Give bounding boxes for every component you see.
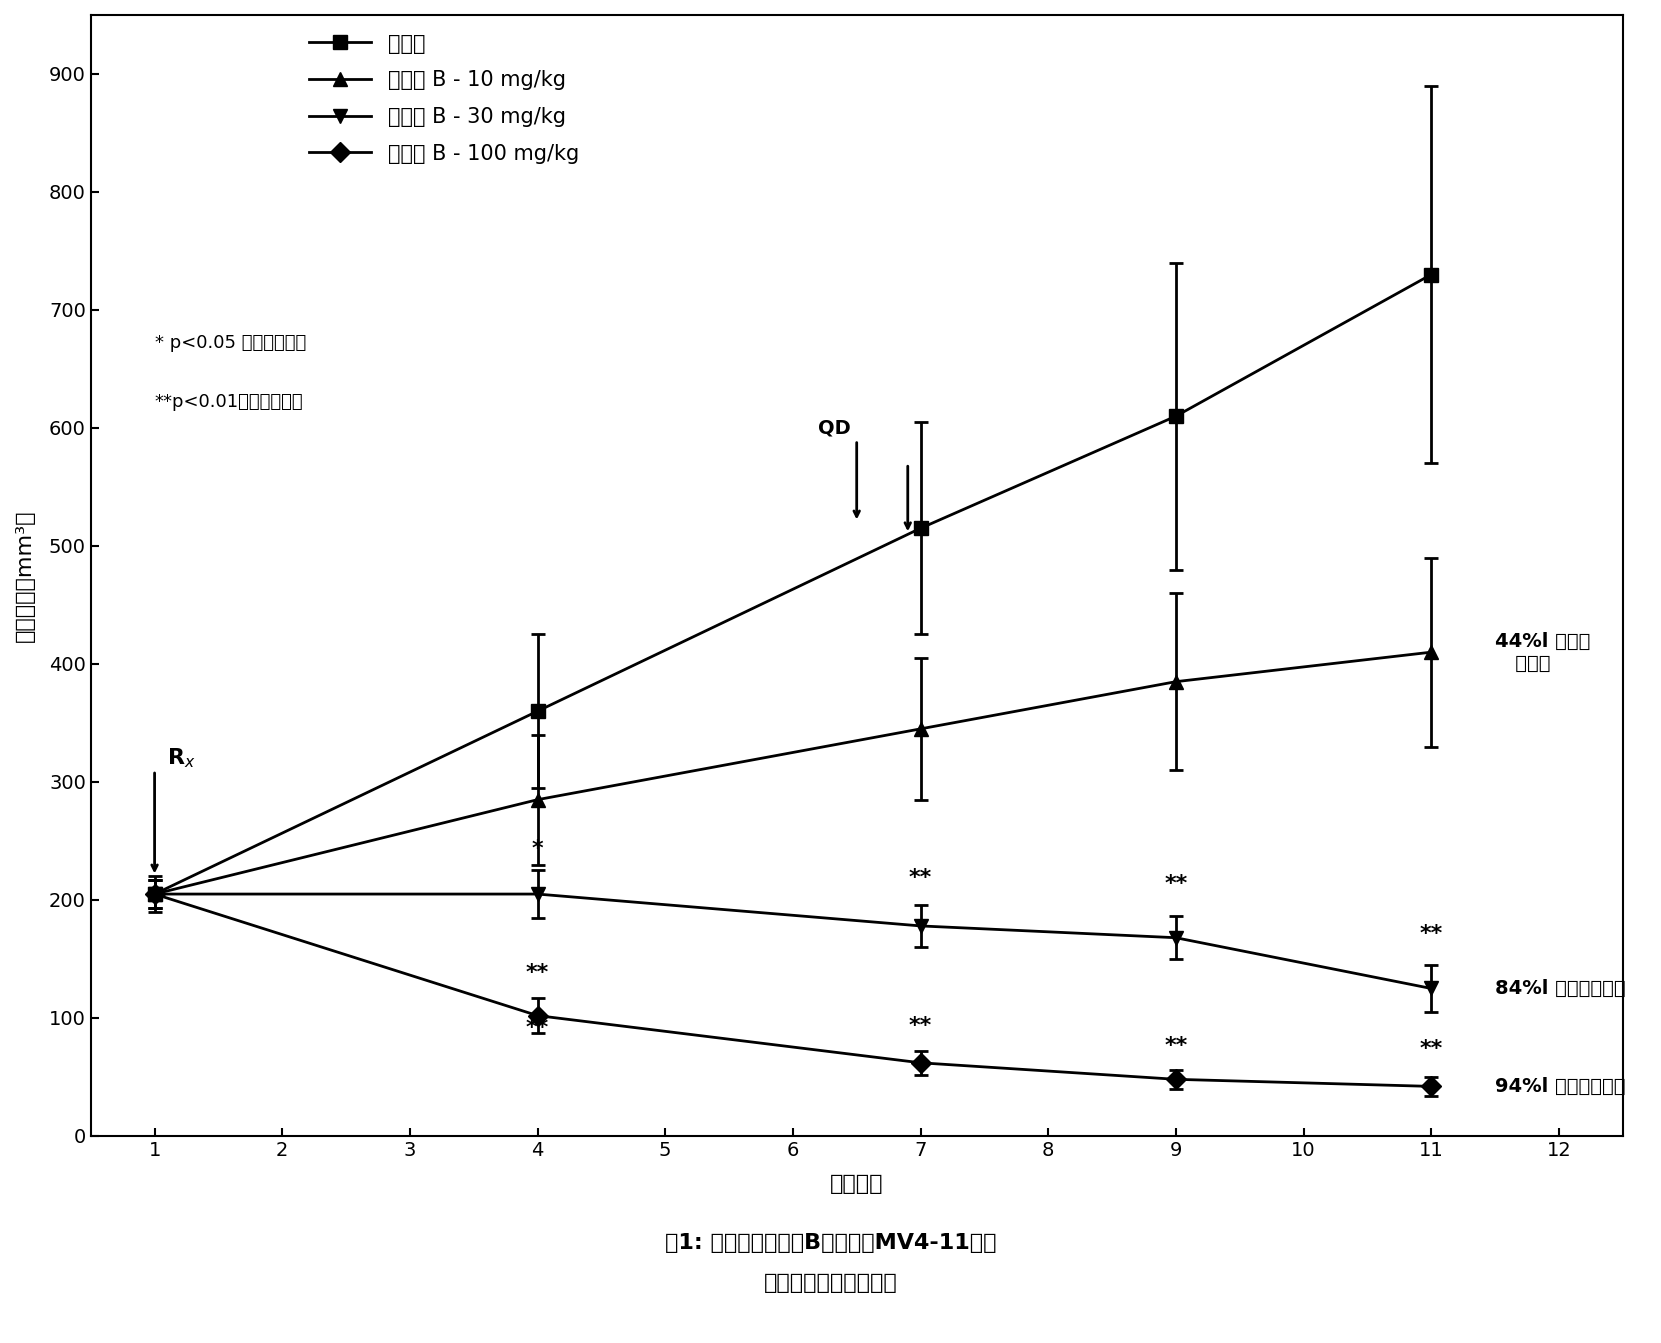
Text: **: **: [1164, 1035, 1188, 1056]
Text: **: **: [909, 1015, 932, 1035]
Text: **: **: [1420, 1039, 1443, 1060]
Text: **: **: [527, 963, 550, 983]
Text: 异种移植物生长的影响: 异种移植物生长的影响: [764, 1273, 897, 1293]
Text: 94%l 相对于媒介物: 94%l 相对于媒介物: [1495, 1077, 1626, 1096]
Text: **: **: [1420, 924, 1443, 944]
X-axis label: 研究天数: 研究天数: [830, 1174, 884, 1194]
Text: R$_x$: R$_x$: [168, 747, 196, 770]
Text: 44%l 相对于
   媒介物: 44%l 相对于 媒介物: [1495, 631, 1590, 673]
Text: **: **: [1164, 874, 1188, 894]
Y-axis label: 肿瘤体积（mm³）: 肿瘤体积（mm³）: [15, 509, 35, 642]
Text: QD: QD: [819, 419, 850, 438]
Legend: 媒介物, 化合物 B - 10 mg/kg, 化合物 B - 30 mg/kg, 化合物 B - 100 mg/kg: 媒介物, 化合物 B - 10 mg/kg, 化合物 B - 30 mg/kg,…: [301, 26, 588, 172]
Text: * p<0.05 相对于媒介物: * p<0.05 相对于媒介物: [154, 333, 306, 352]
Text: 84%l 相对于媒介物: 84%l 相对于媒介物: [1495, 979, 1626, 998]
Text: 图1: 口服给予化合物B对裸鼠中MV4-11肿瘤: 图1: 口服给予化合物B对裸鼠中MV4-11肿瘤: [664, 1233, 997, 1253]
Text: **: **: [527, 1018, 550, 1038]
Text: *: *: [532, 838, 543, 858]
Text: **: **: [909, 868, 932, 888]
Text: **p<0.01相对于媒介物: **p<0.01相对于媒介物: [154, 392, 304, 411]
